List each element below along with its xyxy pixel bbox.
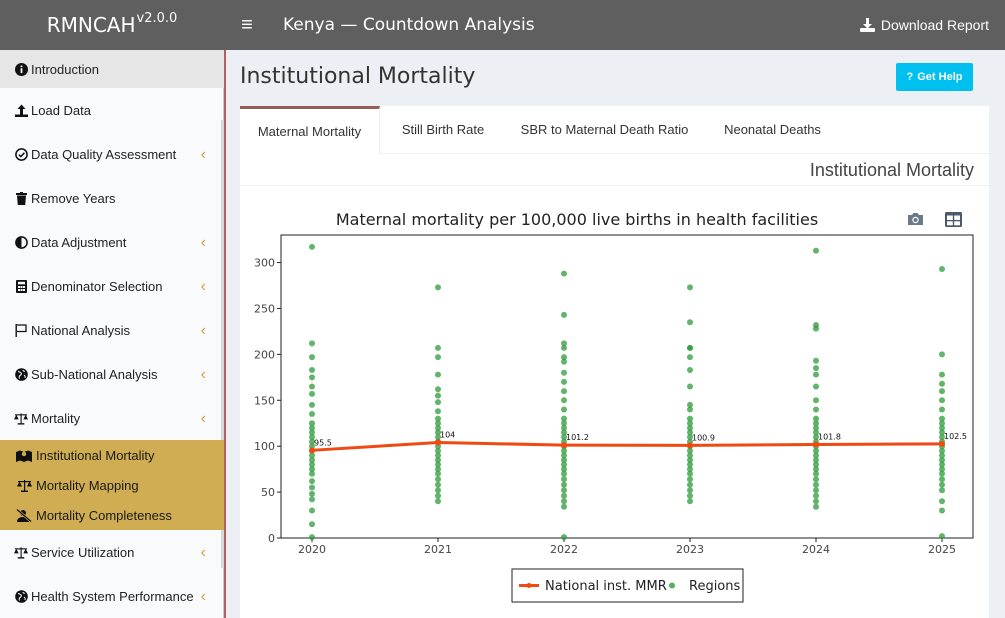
upload-icon: [14, 103, 28, 117]
tab-sbr-to-maternal-death-ratio[interactable]: SBR to Maternal Death Ratio: [520, 122, 689, 137]
tab-bar: Maternal Mortality Still Birth Rate SBR …: [240, 106, 989, 154]
sidebar-item-label: Remove Years: [31, 190, 116, 206]
sidebar-item-national-analysis[interactable]: National Analysis ‹: [0, 311, 224, 349]
chevron-left-icon: ‹: [200, 366, 206, 383]
brand-version: v2.0.0: [136, 10, 178, 26]
sidebar-item-label: National Analysis: [31, 322, 130, 338]
sidebar-item-label: Data Quality Assessment: [31, 146, 177, 162]
sidebar-item-mortality[interactable]: Mortality ‹: [0, 399, 224, 437]
info-circle-icon: [14, 62, 28, 76]
globe-icon: [14, 367, 28, 381]
submenu-item-mortality-completeness[interactable]: Mortality Completeness: [0, 500, 224, 530]
sidebar-item-label: Service Utilization: [31, 544, 135, 560]
sidebar-item-remove-years[interactable]: Remove Years: [0, 179, 224, 217]
question-icon: ?: [906, 71, 914, 83]
chevron-left-icon: ‹: [200, 544, 206, 561]
chevron-left-icon: ‹: [200, 278, 206, 295]
top-header: RMNCAH v2.0.0 ≡ Kenya — Countdown Analysi…: [0, 0, 1005, 50]
sidebar-item-label: Denominator Selection: [31, 278, 163, 294]
sidebar-item-label: Sub-National Analysis: [31, 366, 158, 382]
mortality-submenu: [0, 440, 224, 530]
submenu-item-label: Mortality Completeness: [36, 507, 172, 523]
tab-still-birth-rate[interactable]: Still Birth Rate: [401, 122, 485, 137]
sidebar-item-health-system-performance[interactable]: Health System Performance ‹: [0, 577, 224, 615]
adjust-icon: [14, 235, 28, 249]
scale-icon: [14, 545, 28, 559]
brand-name: RMNCAH: [46, 13, 136, 37]
sidebar-item-service-utilization[interactable]: Service Utilization ‹: [0, 533, 224, 571]
chevron-left-icon: ‹: [200, 146, 206, 163]
get-help-button[interactable]: ? Get Help: [896, 63, 973, 91]
sidebar-item-label: Load Data: [31, 102, 91, 118]
get-help-label: Get Help: [917, 71, 963, 83]
download-report-button[interactable]: Download Report: [859, 0, 989, 50]
check-circle-icon: [14, 147, 28, 161]
download-report-label: Download Report: [880, 17, 989, 33]
chevron-left-icon: ‹: [200, 588, 206, 605]
trash-icon: [14, 191, 28, 205]
sidebar-item-label: Data Adjustment: [31, 234, 127, 250]
panel-heading: Institutional Mortality: [809, 160, 974, 180]
camera-icon[interactable]: [906, 211, 924, 227]
sidebar-item-introduction[interactable]: Introduction: [0, 50, 224, 88]
sidebar-item-denominator-selection[interactable]: Denominator Selection ‹: [0, 267, 224, 305]
tab-neonatal-deaths[interactable]: Neonatal Deaths: [724, 122, 821, 137]
sidebar-item-sub-national-analysis[interactable]: Sub-National Analysis ‹: [0, 355, 224, 393]
chart-title: Maternal mortality per 100,000 live birt…: [335, 210, 819, 229]
chevron-left-icon: ‹: [200, 410, 206, 427]
submenu-item-institutional-mortality[interactable]: Institutional Mortality: [0, 440, 224, 470]
app-title: Kenya — Countdown Analysis: [283, 15, 535, 35]
submenu-item-label: Institutional Mortality: [36, 447, 155, 463]
sidebar-scrollbar[interactable]: [221, 120, 224, 568]
table-view-icon[interactable]: [944, 211, 962, 227]
sidebar-divider: [224, 50, 226, 618]
scale-icon: [14, 411, 28, 425]
sidebar-item-load-data[interactable]: Load Data: [0, 91, 224, 129]
download-icon: [859, 18, 875, 32]
scale-icon: [16, 478, 32, 492]
sidebar-item-label: Mortality: [31, 410, 81, 426]
submenu-item-label: Mortality Mapping: [36, 477, 139, 493]
user-slash-icon: [16, 508, 32, 522]
map-icon: [16, 448, 32, 462]
chevron-left-icon: ‹: [200, 234, 206, 251]
menu-toggle-icon[interactable]: ≡: [241, 13, 253, 36]
tab-maternal-mortality[interactable]: Maternal Mortality: [240, 106, 380, 154]
panel-divider: [240, 185, 989, 186]
content-panel: Maternal Mortality Still Birth Rate SBR …: [240, 106, 989, 618]
sidebar-item-label: Health System Performance: [31, 588, 194, 604]
chevron-left-icon: ‹: [200, 322, 206, 339]
sidebar-item-data-quality-assessment[interactable]: Data Quality Assessment ‹: [0, 135, 224, 173]
sidebar-item-label: Introduction: [31, 61, 99, 77]
calculator-icon: [14, 279, 28, 293]
page-title: Institutional Mortality: [240, 64, 476, 89]
globe-icon: [14, 589, 28, 603]
app-brand[interactable]: RMNCAH v2.0.0: [0, 0, 224, 50]
submenu-item-mortality-mapping[interactable]: Mortality Mapping: [0, 470, 224, 500]
flag-icon: [14, 323, 28, 337]
sidebar-item-data-adjustment[interactable]: Data Adjustment ‹: [0, 223, 224, 261]
